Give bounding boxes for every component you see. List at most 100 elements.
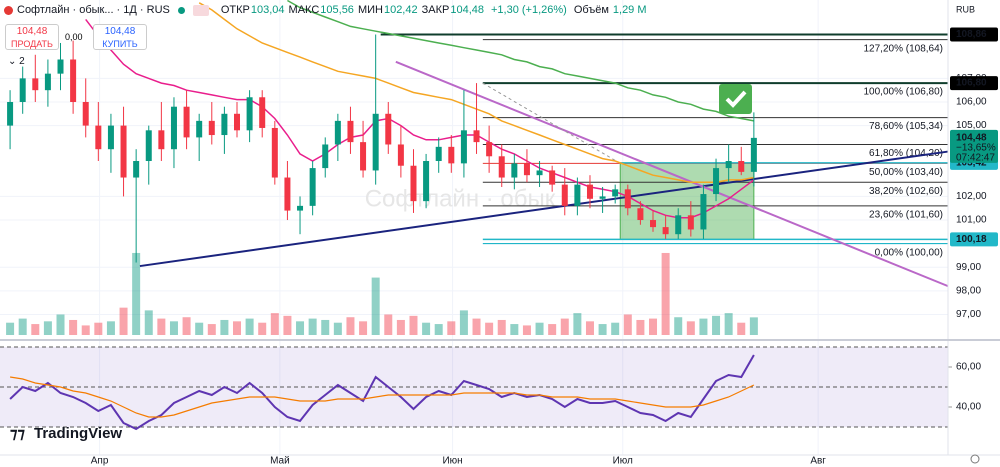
volume-bar: [573, 313, 582, 335]
drawn-line: [395, 60, 949, 288]
volume-bar: [296, 321, 305, 335]
indicators-toggle[interactable]: ⌄ 2: [8, 56, 25, 67]
candle-body: [523, 163, 530, 176]
fib-label: 100,00% (106,80): [863, 87, 943, 98]
price-mark-label: 100,18: [956, 234, 987, 245]
volume-bar: [598, 324, 607, 335]
volume-bar: [384, 314, 393, 335]
fib-label: 78,60% (105,34): [869, 121, 943, 132]
price-mark-label: 103,42: [956, 158, 987, 169]
candle-body: [460, 130, 467, 164]
legend-header: Софтлайн · обык... · 1Д · RUS ОТКР 103,04…: [4, 4, 650, 16]
y-tick-label: 102,00: [956, 191, 987, 202]
price-mark-box: [950, 76, 998, 91]
candle-body: [372, 113, 379, 171]
candle-body: [713, 168, 720, 195]
candle-body: [511, 163, 518, 178]
tv-logo: ⁊⁊ TradingView: [10, 425, 122, 442]
candle-body: [700, 194, 707, 230]
symbol-logo: [4, 5, 13, 15]
price-mark-box: [950, 232, 998, 247]
volume-bar: [132, 252, 141, 335]
x-tick-label: Апр: [91, 456, 109, 467]
flag-icon[interactable]: [192, 4, 209, 16]
candle-body: [574, 184, 581, 206]
buy-label: КУПИТЬ: [102, 39, 138, 49]
field-value: 104,48: [450, 4, 484, 16]
back-layer: [0, 0, 952, 455]
candle-body: [19, 78, 26, 102]
volume-bar: [333, 322, 342, 335]
candle-body: [725, 161, 732, 169]
candle-body: [586, 184, 593, 199]
candle-body: [284, 177, 291, 211]
candle-body: [536, 170, 543, 176]
x-tick-label: Авг: [810, 456, 826, 467]
volume-bar: [585, 321, 594, 335]
sell-button[interactable]: 104,48 ПРОДАТЬ: [5, 24, 59, 50]
candle-body: [334, 120, 341, 145]
y-tick-label: 99,00: [956, 262, 981, 273]
buy-button[interactable]: 104,48 КУПИТЬ: [93, 24, 147, 50]
candle-body: [57, 59, 64, 74]
candle-body: [410, 165, 417, 202]
rsi-tick-label: 60,00: [956, 362, 981, 373]
volume-bar: [182, 317, 191, 335]
volume-bar: [686, 321, 695, 335]
volume-bar: [144, 310, 153, 335]
candle-body: [675, 215, 682, 235]
indicators-count: 2: [19, 56, 25, 67]
volume-bar: [106, 321, 115, 335]
volume-bar: [346, 317, 355, 335]
rsi-line: [10, 376, 755, 418]
change: +1,30 (+1,26%): [491, 4, 567, 16]
candle-body: [44, 73, 51, 91]
volume-bar: [81, 325, 90, 335]
candle-body: [612, 189, 619, 197]
symbol: Софтлайн · обык... · 1Д · RUS: [17, 4, 170, 16]
field-value: 102,42: [383, 4, 418, 16]
volume-bar: [169, 321, 178, 335]
candle-body: [662, 227, 669, 235]
volume-bar: [497, 319, 506, 335]
volume-bar: [43, 321, 52, 335]
volume-bar: [321, 319, 330, 335]
y-tick-label: 97,00: [956, 309, 981, 320]
x-tick-label: Июл: [613, 456, 633, 467]
moving-average: [287, 0, 755, 122]
x-tick-label: Май: [270, 456, 290, 467]
volume-bar: [611, 322, 620, 335]
candle-body: [750, 137, 757, 172]
tv-logo-mark: ⁊⁊: [10, 425, 25, 442]
volume-bar: [283, 315, 292, 335]
volume-bar: [233, 321, 241, 335]
last-price-label: 104,48: [956, 133, 987, 144]
check-mark: [725, 90, 747, 108]
y-tick-label: 106,00: [956, 97, 987, 108]
volume-bar: [535, 322, 544, 335]
candle-body: [196, 120, 203, 138]
candle-body: [561, 184, 568, 206]
fib-label: 0,00% (100,00): [875, 247, 943, 258]
candle-body: [145, 130, 152, 162]
y-tick-label: 98,00: [956, 285, 981, 296]
volume: 1,29 M: [612, 4, 647, 16]
candle-body: [435, 146, 442, 162]
volume-bar: [245, 318, 254, 335]
settings-icon[interactable]: [970, 454, 980, 464]
candle-body: [297, 205, 304, 211]
volume-bar: [308, 318, 317, 335]
candle-body: [360, 142, 367, 171]
field-value: 103,04: [250, 4, 285, 16]
volume-label: Объём: [573, 4, 609, 16]
field-label: ЗАКР: [421, 4, 450, 16]
candle-body: [423, 161, 430, 202]
spread: 0,00: [65, 32, 83, 42]
volume-bar: [409, 315, 418, 335]
candle-body: [246, 97, 253, 131]
x-tick-label: Июн: [442, 456, 462, 467]
volume-bar: [636, 319, 645, 335]
y-tick-label: 101,00: [956, 215, 987, 226]
volume-bar: [207, 324, 216, 335]
